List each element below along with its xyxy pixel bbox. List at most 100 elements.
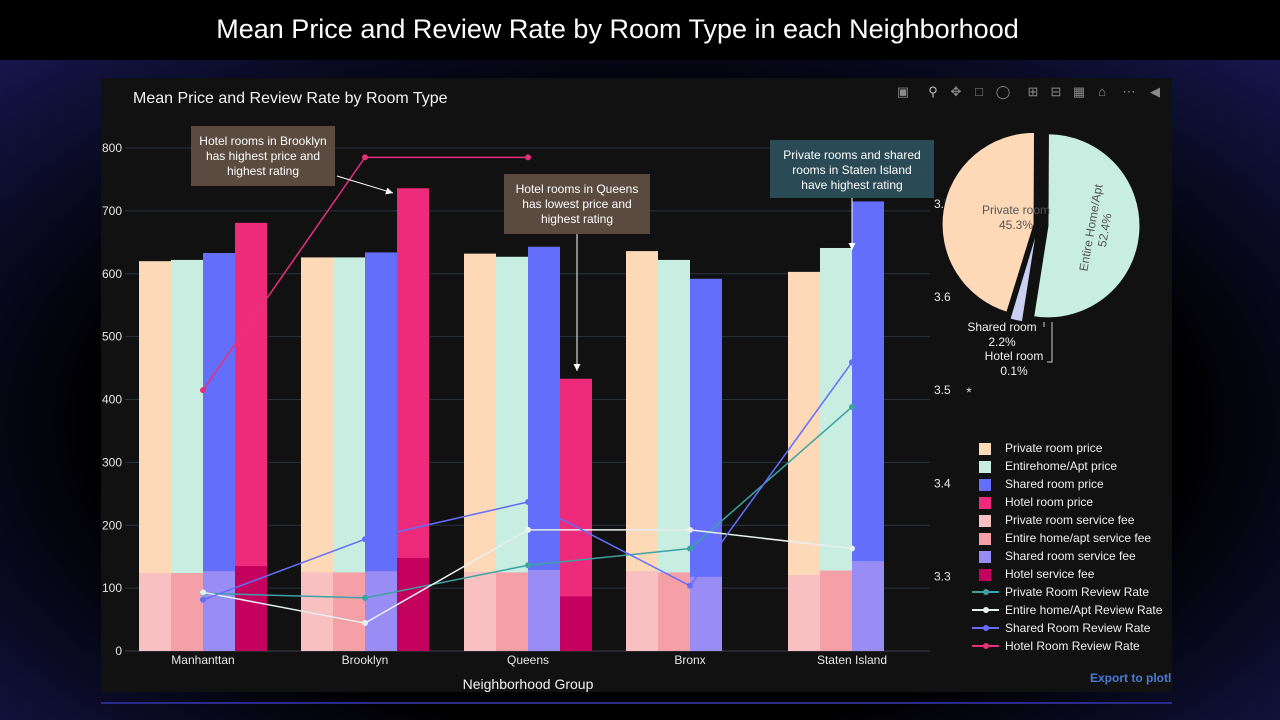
rate-point	[200, 589, 206, 596]
legend-swatch-shared-fee	[979, 551, 991, 563]
bar-fee	[203, 571, 235, 651]
legend-label: Hotel service fee	[1005, 567, 1095, 581]
legend-swatch-entire-fee	[979, 533, 991, 545]
annotation-text: highest rating	[227, 164, 299, 178]
stray-mark: *	[966, 384, 972, 400]
pie-label-private-value: 45.3%	[999, 218, 1033, 232]
rate-point	[849, 545, 855, 552]
rate-point	[525, 498, 531, 505]
pie-label-shared: Shared room	[967, 320, 1036, 334]
legend-label: Shared room service fee	[1005, 549, 1136, 563]
legend-item[interactable]: Private Room Review Rate	[972, 584, 1192, 600]
annotation-text: has highest price and	[206, 149, 320, 163]
bar-fee	[626, 571, 658, 651]
legend-label: Hotel Room Review Rate	[1005, 639, 1140, 653]
zoom-out-icon[interactable]: ⊟	[1050, 84, 1062, 99]
rate-point	[687, 582, 693, 589]
legend-item[interactable]: Shared room price	[972, 476, 1192, 492]
annotation-box	[770, 140, 934, 198]
bar-fee	[528, 569, 560, 651]
rate-point	[362, 620, 368, 627]
annotation-text: has lowest price and	[522, 197, 631, 211]
zoom-icon[interactable]: ⚲	[928, 84, 938, 99]
autoscale-icon[interactable]: ▦	[1072, 84, 1086, 99]
y-tick-label: 0	[115, 644, 122, 658]
legend-item[interactable]: Entire home/apt service fee	[972, 530, 1192, 546]
legend-swatch-hotel-fee	[979, 569, 991, 581]
pie-label-value: 52.4%	[1095, 212, 1115, 248]
annotation-text: Hotel rooms in Queens	[516, 182, 639, 196]
bar-fee	[658, 572, 690, 651]
page-title: Mean Price and Review Rate by Room Type …	[216, 14, 1019, 44]
rate-point	[200, 387, 206, 394]
zoom-in-icon[interactable]: ⊞	[1027, 84, 1039, 99]
box-select-icon[interactable]: □	[975, 84, 983, 99]
x-axis-ticks: Manhanttan Brooklyn Queens Bronx Staten Isla…	[171, 653, 887, 667]
legend-label: Shared room price	[1005, 477, 1104, 491]
rate-point	[362, 154, 368, 161]
legend-item[interactable]: Entirehome/Apt price	[972, 458, 1192, 474]
bar-fee	[852, 561, 884, 651]
legend-item[interactable]: Hotel room price	[972, 494, 1192, 510]
rate-point	[525, 562, 531, 569]
legend-item[interactable]: Shared room service fee	[972, 548, 1192, 564]
x-tick-label: Staten Island	[817, 653, 887, 667]
reset-axes-icon[interactable]: ⌂	[1098, 84, 1106, 99]
legend-label: Hotel room price	[1005, 495, 1094, 509]
camera-icon[interactable]: ▣	[896, 84, 910, 99]
bar-fee	[397, 557, 429, 651]
rate-point	[200, 596, 206, 603]
legend-item[interactable]: Shared Room Review Rate	[972, 620, 1192, 636]
pan-icon[interactable]: ✥	[950, 84, 962, 99]
rate-point	[525, 154, 531, 161]
legend-swatch-private-fee	[979, 515, 991, 527]
spike-lines-icon[interactable]: ⋯	[1122, 84, 1136, 99]
legend-label: Private room service fee	[1005, 513, 1135, 527]
bar-fee	[171, 573, 203, 651]
y-tick-label: 500	[102, 330, 122, 344]
legend-item[interactable]: Private room price	[972, 440, 1192, 456]
legend-dot-shared-rate	[983, 625, 989, 631]
legend-item[interactable]: Private room service fee	[972, 512, 1192, 528]
annotation-arrowhead	[573, 364, 581, 371]
pie-leader-hotel	[1047, 322, 1053, 363]
y2-tick-label: 3.6	[934, 290, 951, 304]
y-tick-label: 400	[102, 393, 122, 407]
pie-slice	[941, 131, 1036, 313]
y-tick-label: 200	[102, 518, 122, 532]
legend-dot-private-rate	[983, 589, 989, 595]
legend-item[interactable]: Hotel service fee	[972, 566, 1192, 582]
export-link[interactable]: Export to plotl	[1090, 671, 1172, 685]
legend-dot-entire-rate	[983, 607, 989, 613]
annotation-box	[504, 174, 650, 234]
legend-item[interactable]: Hotel Room Review Rate	[972, 638, 1192, 654]
legend-label: Entire home/Apt Review Rate	[1005, 603, 1163, 617]
annotation-arrowhead	[848, 243, 856, 250]
bar-fee	[365, 571, 397, 651]
x-tick-label: Bronx	[674, 653, 705, 667]
pie-slice	[1033, 133, 1141, 319]
lasso-icon[interactable]: ◯	[995, 84, 1011, 99]
legend-label: Entirehome/Apt price	[1005, 459, 1118, 473]
legend-swatch-hotel-price	[979, 497, 991, 509]
rate-point	[525, 526, 531, 533]
pie-chart: Entire Home/Apt52.4%Private room45.3%Sha…	[941, 131, 1141, 378]
rate-point	[362, 594, 368, 601]
legend-label: Entire home/apt service fee	[1005, 531, 1152, 545]
pie-label-hotel: Hotel room	[985, 349, 1044, 363]
legend-dot-hotel-rate	[983, 643, 989, 649]
bar-fee	[560, 596, 592, 651]
legend-item[interactable]: Entire home/Apt Review Rate	[972, 602, 1192, 618]
y-tick-label: 100	[102, 581, 122, 595]
pie-label-private: Private room	[982, 203, 1050, 217]
bar-fee	[139, 573, 171, 651]
rate-point	[849, 403, 855, 410]
x-tick-label: Queens	[507, 653, 549, 667]
bar-fee	[333, 572, 365, 651]
hover-closest-icon[interactable]: ◀	[1150, 84, 1160, 99]
y2-tick-label: 3.4	[934, 476, 951, 490]
legend-swatch-private-price	[979, 443, 991, 455]
line-group	[200, 154, 855, 627]
